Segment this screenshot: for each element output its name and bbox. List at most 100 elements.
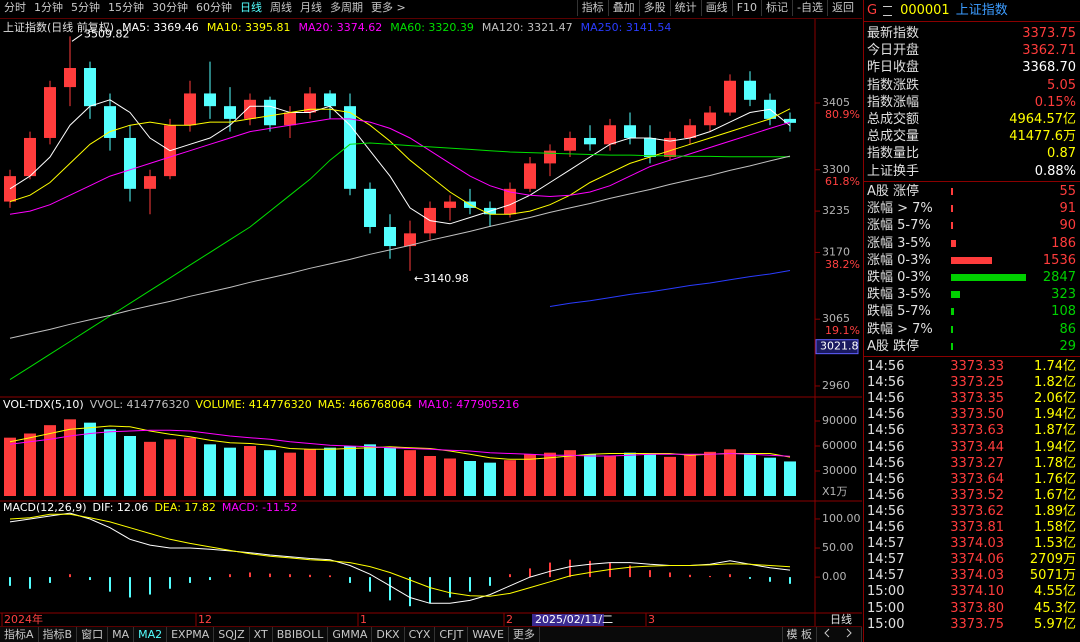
indicator-tab[interactable]: MA <box>108 627 135 642</box>
cursor-price: 3021.8 <box>820 340 859 353</box>
period-button[interactable]: 多周期 <box>330 1 363 14</box>
period-button[interactable]: 分时 <box>4 1 26 14</box>
period-button[interactable]: 30分钟 <box>152 1 188 14</box>
period-button[interactable]: 15分钟 <box>108 1 144 14</box>
tick-row: 14:56 3373.35 2.06亿 <box>867 390 1078 407</box>
tool-button[interactable]: 标记 <box>761 0 792 16</box>
indicator-tab[interactable]: BBIBOLL <box>273 627 329 642</box>
candle-body <box>64 68 76 88</box>
tick-time: 14:56 <box>867 407 905 423</box>
menu-icon <box>883 5 893 16</box>
high-label: 3509.82 <box>84 27 130 40</box>
breadth-value: 86 <box>1059 321 1076 337</box>
legend: MACD(12,26,9) DIF: 12.06 DEA: 17.82 MACD: -… <box>3 501 298 514</box>
candle-body <box>204 93 216 107</box>
candle-body <box>624 125 636 138</box>
volume-bar <box>224 447 236 496</box>
tick-row: 15:00 3373.80 45.3亿 <box>867 600 1078 617</box>
tick-price: 3373.64 <box>950 471 1004 487</box>
period-button[interactable]: 日线 <box>240 1 262 14</box>
cursor-price-box <box>815 339 859 355</box>
fib-label: 38.2% <box>825 258 860 271</box>
volume-bar <box>84 422 96 496</box>
tick-row: 14:57 3374.03 5071万 <box>867 567 1078 584</box>
candle-body <box>104 106 116 138</box>
candle-body <box>304 93 316 113</box>
quote-row: 总成交量 41477.6万 <box>867 128 1078 145</box>
tick-time: 14:56 <box>867 423 905 439</box>
breadth-bar <box>951 256 992 264</box>
date-label: 3 <box>648 613 655 626</box>
indicator-tab[interactable]: 指标B <box>39 627 78 642</box>
tick-price: 3373.81 <box>950 520 1004 535</box>
period-button[interactable]: 周线 <box>270 1 292 14</box>
quote-label: 今日开盘 <box>867 43 920 59</box>
separator <box>864 21 1080 22</box>
quote-row: 上证换手 0.88% <box>867 163 1078 180</box>
tick-price: 3373.44 <box>950 439 1004 455</box>
period-button[interactable]: 月线 <box>300 1 322 14</box>
indicator-tab[interactable]: EXPMA <box>167 627 215 642</box>
quote-row: 指数涨幅 0.15% <box>867 94 1078 111</box>
period-label: 日线 <box>830 612 852 626</box>
volume-bar <box>284 452 296 496</box>
period-button[interactable]: 5分钟 <box>71 1 100 14</box>
tick-price: 3374.10 <box>950 584 1004 600</box>
breadth-bar <box>951 274 1027 281</box>
tick-price: 3373.52 <box>950 487 1004 503</box>
volume-bar <box>124 436 136 496</box>
tool-button[interactable]: 叠加 <box>607 0 639 16</box>
breadth-row: 跌幅 3-5% 323 <box>867 286 1078 303</box>
period-button[interactable]: 1分钟 <box>34 1 63 14</box>
period-button[interactable]: 更多 > <box>371 1 406 14</box>
tick-price: 3374.06 <box>950 552 1004 568</box>
tick-row: 15:00 3373.75 5.97亿 <box>867 616 1078 633</box>
indicator-tab[interactable]: WAVE <box>468 627 509 642</box>
indicator-tab[interactable]: 更多 <box>509 627 540 642</box>
tick-volume: 1.87亿 <box>1034 423 1076 439</box>
candle-body <box>444 201 456 208</box>
volume-bar <box>664 456 676 496</box>
indicator-tab[interactable]: GMMA <box>328 627 373 642</box>
tick-time: 14:56 <box>867 487 905 503</box>
y-tick-label: 3235 <box>822 204 850 217</box>
template-button[interactable]: 模 板 <box>781 627 817 642</box>
volume-bar <box>144 441 156 496</box>
scroll-arrows[interactable] <box>817 627 862 642</box>
indicator-tab[interactable]: MA2 <box>134 627 168 642</box>
indicator-tab[interactable]: 窗口 <box>77 627 109 642</box>
tool-button[interactable]: 返回 <box>827 0 858 16</box>
indicator-tab[interactable]: 指标A <box>0 627 39 642</box>
quote-value: 3362.71 <box>1022 43 1076 59</box>
cursor-date: 2025/02/11/二 <box>535 613 613 626</box>
indicator-tab[interactable]: XT <box>250 627 273 642</box>
volume-bar <box>4 437 16 496</box>
period-button[interactable]: 60分钟 <box>196 1 232 14</box>
candle-body <box>44 87 56 138</box>
quote-value: 4964.57亿 <box>1009 112 1076 127</box>
tool-button[interactable]: F10 <box>731 0 761 16</box>
volume-bar <box>244 446 256 496</box>
quote-row: 今日开盘 3362.71 <box>867 42 1078 59</box>
tool-button[interactable]: 多股 <box>638 0 670 16</box>
indicator-tab[interactable]: CFJT <box>435 627 469 642</box>
ma-line <box>9 108 791 215</box>
candle-body <box>4 176 16 202</box>
fib-label: 19.1% <box>825 324 860 337</box>
tool-button[interactable]: 画线 <box>700 0 732 16</box>
quote-value: 41477.6万 <box>1009 129 1076 145</box>
indicator-tab[interactable]: CYX <box>405 627 436 642</box>
candle-body <box>664 137 676 158</box>
tool-button[interactable]: 统计 <box>669 0 701 16</box>
tick-time: 14:56 <box>867 439 905 455</box>
candle-body <box>24 137 36 177</box>
candle-body <box>644 137 656 158</box>
tool-button[interactable]: -自选 <box>792 0 827 16</box>
candle-body <box>684 125 696 138</box>
indicator-tab[interactable]: DKX <box>372 627 405 642</box>
ma-line <box>9 118 791 215</box>
tool-button[interactable]: 指标 <box>576 0 608 16</box>
tick-volume: 5.97亿 <box>1034 616 1076 632</box>
candle-body <box>144 176 156 189</box>
indicator-tab[interactable]: SQJZ <box>214 627 250 642</box>
